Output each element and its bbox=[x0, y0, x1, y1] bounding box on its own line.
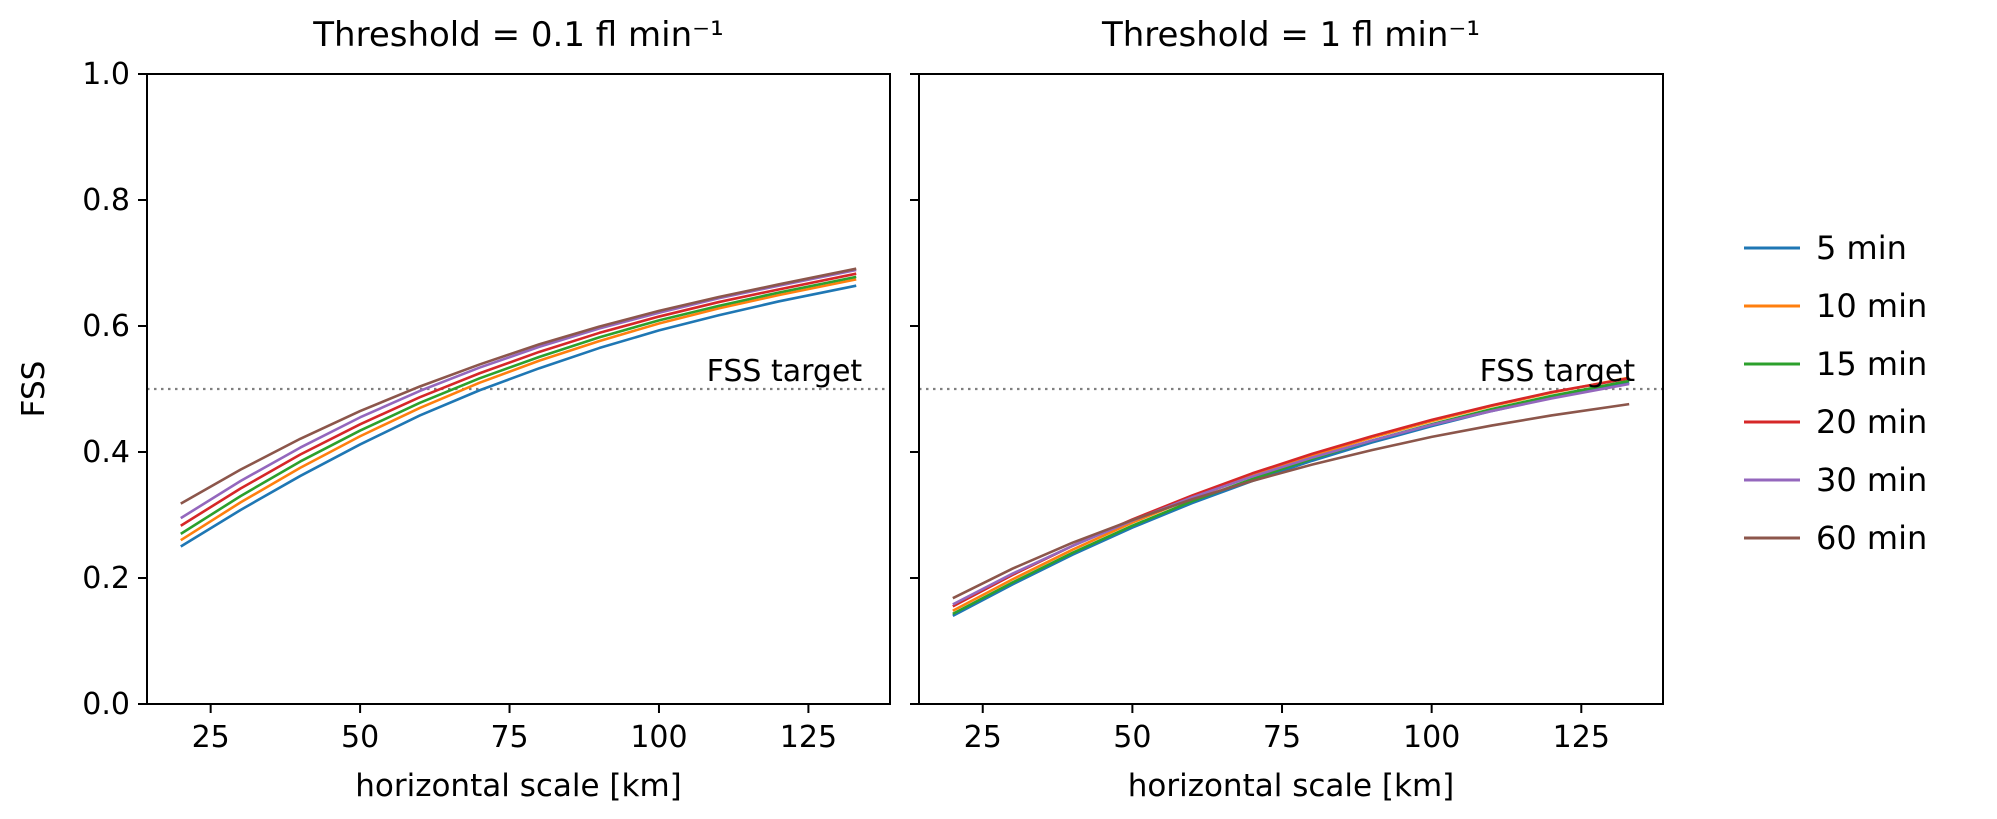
y-tick-label: 0.0 bbox=[82, 687, 130, 722]
y-tick-label: 0.6 bbox=[82, 309, 130, 344]
panel-title: Threshold = 0.1 fl min⁻¹ bbox=[312, 15, 723, 55]
series-line-10-min bbox=[180, 278, 857, 542]
y-tick-label: 1.0 bbox=[82, 57, 130, 92]
legend: 5 min 10 min 15 min 20 min 30 min 60 min bbox=[1744, 229, 1927, 557]
x-axis-label: horizontal scale [km] bbox=[1128, 768, 1455, 804]
x-tick-label: 75 bbox=[490, 720, 528, 755]
y-tick-label: 0.2 bbox=[82, 561, 130, 596]
x-tick-label: 25 bbox=[192, 720, 230, 755]
series-line-60-min bbox=[952, 402, 1630, 600]
series-line-20-min bbox=[180, 272, 857, 527]
y-tick-label: 0.4 bbox=[82, 435, 130, 470]
fss-target-label: FSS target bbox=[1480, 354, 1636, 389]
series-line-15-min bbox=[952, 379, 1630, 616]
legend-label: 10 min bbox=[1816, 287, 1927, 325]
series-line-15-min bbox=[180, 275, 857, 535]
series-line-10-min bbox=[952, 376, 1630, 612]
axes-spines bbox=[918, 73, 1664, 705]
x-tick-label: 25 bbox=[964, 720, 1002, 755]
panel-right: 25 50 75 100 125 Threshold = 1 fl min⁻¹ horizo… bbox=[910, 15, 1664, 804]
x-tick-label: 75 bbox=[1263, 720, 1301, 755]
x-tick-label: 50 bbox=[1113, 720, 1151, 755]
x-tick-label: 50 bbox=[341, 720, 379, 755]
x-tick-label: 100 bbox=[630, 720, 687, 755]
x-tick-label: 125 bbox=[780, 720, 837, 755]
legend-label: 60 min bbox=[1816, 519, 1927, 557]
legend-label: 20 min bbox=[1816, 403, 1927, 441]
series-line-5-min bbox=[180, 284, 857, 548]
x-tick-label: 125 bbox=[1553, 720, 1610, 755]
series-line-60-min bbox=[180, 267, 857, 505]
series-line-20-min bbox=[952, 377, 1630, 608]
series-line-5-min bbox=[952, 381, 1630, 617]
series-line-30-min bbox=[952, 382, 1630, 606]
panel-title: Threshold = 1 fl min⁻¹ bbox=[1101, 15, 1480, 55]
panel-left: 25 50 75 100 125 0.0 0.2 0.4 0.6 0.8 1.0 Threshold … bbox=[16, 15, 891, 804]
x-tick-label: 100 bbox=[1403, 720, 1460, 755]
y-tick-label: 0.8 bbox=[82, 183, 130, 218]
legend-label: 15 min bbox=[1816, 345, 1927, 383]
legend-label: 30 min bbox=[1816, 461, 1927, 499]
x-axis-label: horizontal scale [km] bbox=[355, 768, 682, 804]
legend-label: 5 min bbox=[1816, 229, 1907, 267]
fss-target-label: FSS target bbox=[707, 354, 863, 389]
axes-spines bbox=[146, 73, 891, 705]
y-axis-label: FSS bbox=[16, 361, 52, 418]
